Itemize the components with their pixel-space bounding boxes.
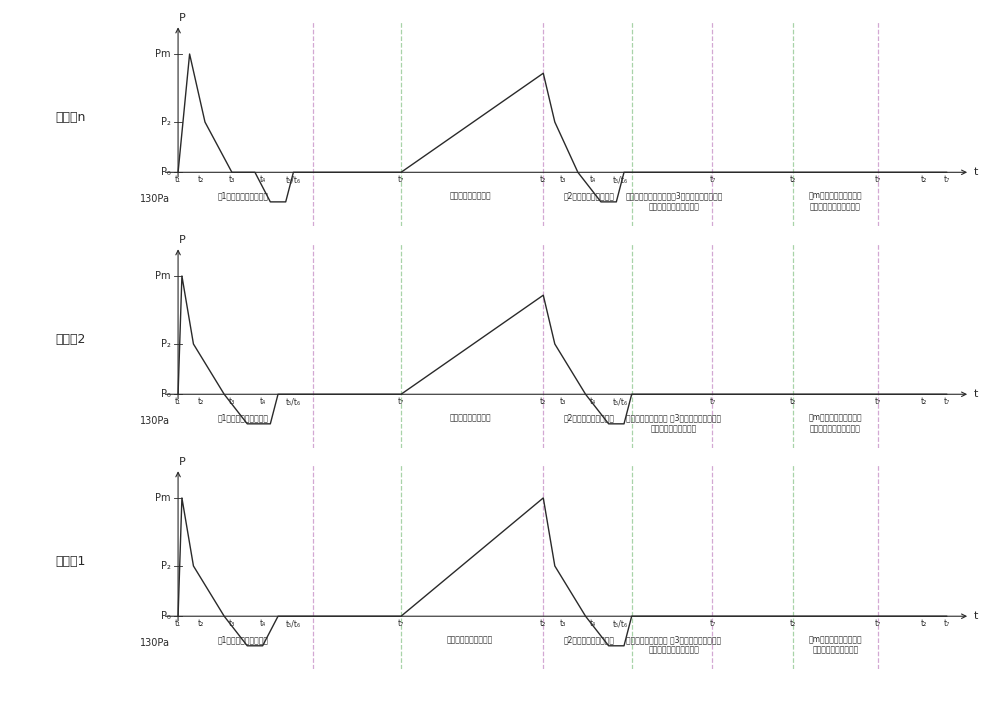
Text: P₂: P₂ xyxy=(161,561,170,571)
Text: 晶变改性的其他过程: 晶变改性的其他过程 xyxy=(449,414,491,422)
Text: P: P xyxy=(179,235,185,245)
Text: P₂: P₂ xyxy=(161,117,170,127)
Text: t₁: t₁ xyxy=(175,619,181,628)
Text: 晶变改性的其他过程；第3个气相介质回收过程
和晶变改性的其他过程：: 晶变改性的其他过程；第3个气相介质回收过程 和晶变改性的其他过程： xyxy=(625,191,723,211)
Text: t₂: t₂ xyxy=(540,397,546,406)
Text: P₀: P₀ xyxy=(161,611,170,621)
Text: t₂: t₂ xyxy=(790,619,796,628)
Text: t₇: t₇ xyxy=(875,397,881,406)
Text: t₅/t₆: t₅/t₆ xyxy=(286,397,301,406)
Text: t₄: t₄ xyxy=(260,619,266,628)
Text: 晶变改性的其他过程 第3个气相介质回收过程
和晶变改性的其他过程：: 晶变改性的其他过程 第3个气相介质回收过程 和晶变改性的其他过程： xyxy=(626,636,722,655)
Text: t₄: t₄ xyxy=(260,175,266,184)
Text: t₂: t₂ xyxy=(198,619,204,628)
Text: t₃: t₃ xyxy=(559,397,566,406)
Text: t₅/t₆: t₅/t₆ xyxy=(613,175,628,184)
Text: t₂: t₂ xyxy=(921,619,927,628)
Text: 第2个气相介质回收过程: 第2个气相介质回收过程 xyxy=(564,191,615,200)
Text: t₄: t₄ xyxy=(590,619,596,628)
Text: t: t xyxy=(974,168,978,178)
Text: 晶变改性的其他过程：: 晶变改性的其他过程： xyxy=(447,636,493,644)
Text: t₅/t₆: t₅/t₆ xyxy=(613,619,628,628)
Text: 第1个气相介质回收过程: 第1个气相介质回收过程 xyxy=(218,636,269,644)
Text: t₇: t₇ xyxy=(709,619,715,628)
Text: Pm: Pm xyxy=(155,271,170,281)
Text: 晶变改性的其他过程: 晶变改性的其他过程 xyxy=(449,191,491,200)
Text: 第m个气相介质回收过程
和晶变改性的其他过程：: 第m个气相介质回收过程 和晶变改性的其他过程： xyxy=(809,414,862,433)
Text: t₅/t₆: t₅/t₆ xyxy=(613,397,628,406)
Text: t₂: t₂ xyxy=(198,175,204,184)
Text: t₂: t₂ xyxy=(790,175,796,184)
Text: t₇: t₇ xyxy=(944,619,950,628)
Text: t₇: t₇ xyxy=(709,397,715,406)
Text: t₇: t₇ xyxy=(398,619,404,628)
Text: t₅/t₆: t₅/t₆ xyxy=(286,619,301,628)
Text: t₁: t₁ xyxy=(175,175,181,184)
Text: t₂: t₂ xyxy=(540,619,546,628)
Text: t₃: t₃ xyxy=(559,175,566,184)
Text: 第1个气相介质回收过程: 第1个气相介质回收过程 xyxy=(218,414,269,422)
Text: t₂: t₂ xyxy=(790,397,796,406)
Text: 130Pa: 130Pa xyxy=(140,638,170,648)
Text: t₃: t₃ xyxy=(559,619,566,628)
Text: 第m个气相介质回收过程
和晶变改性的其他过程: 第m个气相介质回收过程 和晶变改性的其他过程 xyxy=(809,636,862,655)
Text: t₇: t₇ xyxy=(709,175,715,184)
Text: t₂: t₂ xyxy=(921,397,927,406)
Text: P₀: P₀ xyxy=(161,390,170,400)
Text: 130Pa: 130Pa xyxy=(140,416,170,426)
Text: Pm: Pm xyxy=(155,493,170,503)
Text: 改性釜n: 改性釜n xyxy=(55,111,86,124)
Text: t₃: t₃ xyxy=(229,619,235,628)
Text: 第2个气相介质回收过程: 第2个气相介质回收过程 xyxy=(564,636,615,644)
Text: t₄: t₄ xyxy=(590,175,596,184)
Text: 130Pa: 130Pa xyxy=(140,194,170,204)
Text: P: P xyxy=(179,13,185,23)
Text: t₃: t₃ xyxy=(229,175,235,184)
Text: t₂: t₂ xyxy=(921,175,927,184)
Text: P: P xyxy=(179,457,185,467)
Text: t₇: t₇ xyxy=(944,397,950,406)
Text: 改性釜1: 改性釜1 xyxy=(55,555,86,568)
Text: t₂: t₂ xyxy=(540,175,546,184)
Text: t₇: t₇ xyxy=(398,175,404,184)
Text: t₇: t₇ xyxy=(875,619,881,628)
Text: t₇: t₇ xyxy=(398,397,404,406)
Text: 第2个气相介质回收过程: 第2个气相介质回收过程 xyxy=(564,414,615,422)
Text: t: t xyxy=(974,390,978,400)
Text: t₅/t₆: t₅/t₆ xyxy=(286,175,301,184)
Text: Pm: Pm xyxy=(155,49,170,59)
Text: 第1个气相介质回收过程: 第1个气相介质回收过程 xyxy=(218,191,269,200)
Text: t₇: t₇ xyxy=(875,175,881,184)
Text: 改性釜2: 改性釜2 xyxy=(55,333,86,346)
Text: P₀: P₀ xyxy=(161,168,170,178)
Text: t₇: t₇ xyxy=(944,175,950,184)
Text: P₂: P₂ xyxy=(161,339,170,349)
Text: t₄: t₄ xyxy=(590,397,596,406)
Text: t₄: t₄ xyxy=(260,397,266,406)
Text: t: t xyxy=(974,611,978,621)
Text: 晶变改性的其他过程 第3个气相介质回收过程
和晶变改性的其他过程: 晶变改性的其他过程 第3个气相介质回收过程 和晶变改性的其他过程 xyxy=(626,414,722,433)
Text: 第m个气相介质回收过程
和晶变改性的其他过程：: 第m个气相介质回收过程 和晶变改性的其他过程： xyxy=(809,191,862,211)
Text: t₁: t₁ xyxy=(175,397,181,406)
Text: t₂: t₂ xyxy=(198,397,204,406)
Text: t₃: t₃ xyxy=(229,397,235,406)
